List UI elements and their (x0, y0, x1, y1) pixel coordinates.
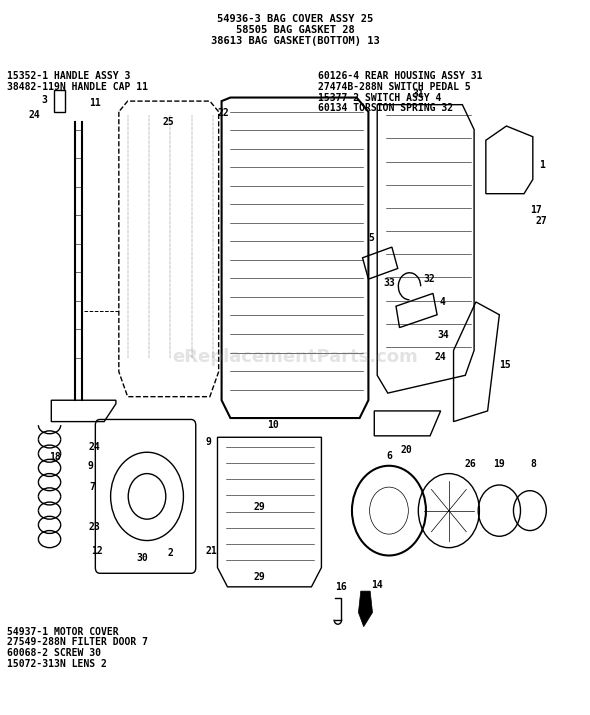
Text: 24: 24 (29, 110, 41, 120)
Text: 15: 15 (499, 360, 511, 370)
Text: 27549-288N FILTER DOOR 7: 27549-288N FILTER DOOR 7 (7, 637, 148, 647)
Text: 60126-4 REAR HOUSING ASSY 31: 60126-4 REAR HOUSING ASSY 31 (319, 72, 483, 82)
Text: 15377-2 SWITCH ASSY 4: 15377-2 SWITCH ASSY 4 (319, 92, 442, 102)
Text: 25: 25 (163, 117, 175, 127)
Text: 34: 34 (437, 330, 449, 340)
Text: 4: 4 (440, 297, 446, 307)
Text: 1: 1 (539, 160, 545, 170)
Text: 2: 2 (168, 548, 173, 558)
Text: 9: 9 (205, 437, 211, 447)
Text: 23: 23 (88, 522, 100, 532)
Text: 12: 12 (91, 546, 103, 556)
Text: 31: 31 (412, 89, 424, 99)
Text: 27: 27 (536, 216, 548, 226)
Text: 5: 5 (368, 233, 374, 243)
Text: 10: 10 (267, 420, 278, 430)
Text: 19: 19 (493, 459, 505, 469)
Text: 60068-2 SCREW 30: 60068-2 SCREW 30 (7, 648, 101, 658)
Text: 15072-313N LENS 2: 15072-313N LENS 2 (7, 659, 107, 669)
Text: 29: 29 (254, 572, 266, 582)
Text: 21: 21 (206, 546, 218, 556)
Text: 14: 14 (371, 581, 383, 591)
Text: 33: 33 (383, 277, 395, 287)
Text: 58505 BAG GASKET 28: 58505 BAG GASKET 28 (235, 25, 355, 35)
Text: 38482-119N HANDLE CAP 11: 38482-119N HANDLE CAP 11 (7, 82, 148, 92)
Text: 3: 3 (41, 94, 47, 104)
Text: 54937-1 MOTOR COVER: 54937-1 MOTOR COVER (7, 627, 119, 636)
Text: 7: 7 (90, 482, 96, 492)
Polygon shape (358, 591, 372, 627)
Text: 60134 TORSION SPRING 32: 60134 TORSION SPRING 32 (319, 103, 454, 113)
Text: 6: 6 (386, 450, 392, 460)
Text: 18: 18 (50, 452, 61, 462)
Text: 54936-3 BAG COVER ASSY 25: 54936-3 BAG COVER ASSY 25 (217, 14, 373, 24)
Text: 15352-1 HANDLE ASSY 3: 15352-1 HANDLE ASSY 3 (7, 72, 130, 82)
Text: 24: 24 (88, 442, 100, 452)
Text: 16: 16 (335, 582, 347, 592)
Text: eReplacementParts.com: eReplacementParts.com (172, 348, 418, 367)
Text: 11: 11 (90, 97, 101, 107)
Text: 32: 32 (423, 274, 435, 284)
Text: 30: 30 (136, 553, 148, 563)
Text: 17: 17 (530, 205, 542, 215)
Text: 9: 9 (88, 460, 94, 470)
Text: 26: 26 (464, 459, 476, 469)
Text: 22: 22 (218, 108, 230, 118)
Text: 27474B-288N SWITCH PEDAL 5: 27474B-288N SWITCH PEDAL 5 (319, 82, 471, 92)
Text: 29: 29 (254, 502, 266, 512)
Text: 24: 24 (435, 352, 447, 363)
Text: 8: 8 (530, 459, 536, 469)
Text: 20: 20 (401, 445, 412, 455)
Text: 38613 BAG GASKET(BOTTOM) 13: 38613 BAG GASKET(BOTTOM) 13 (211, 36, 379, 46)
